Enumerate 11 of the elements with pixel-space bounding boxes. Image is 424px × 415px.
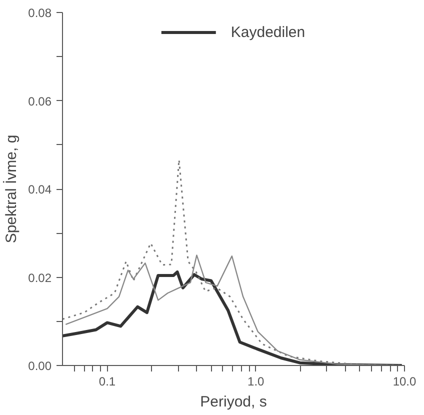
- y-tick-label: 0.08: [28, 6, 52, 20]
- x-axis-title: Periyod, s: [200, 394, 267, 410]
- y-tick-label: 0.02: [28, 270, 52, 285]
- y-axis-title: Spektral İvme, g: [2, 134, 20, 244]
- x-tick-label: 10.0: [392, 374, 417, 388]
- y-tick-label: 0.00: [28, 359, 52, 373]
- x-tick-label: 0.1: [98, 374, 116, 388]
- legend-label: Kaydedilen: [230, 24, 306, 40]
- y-tick-label: 0.06: [28, 94, 52, 108]
- x-tick-label: 1.0: [248, 374, 265, 388]
- y-tick-label: 0.04: [28, 182, 52, 196]
